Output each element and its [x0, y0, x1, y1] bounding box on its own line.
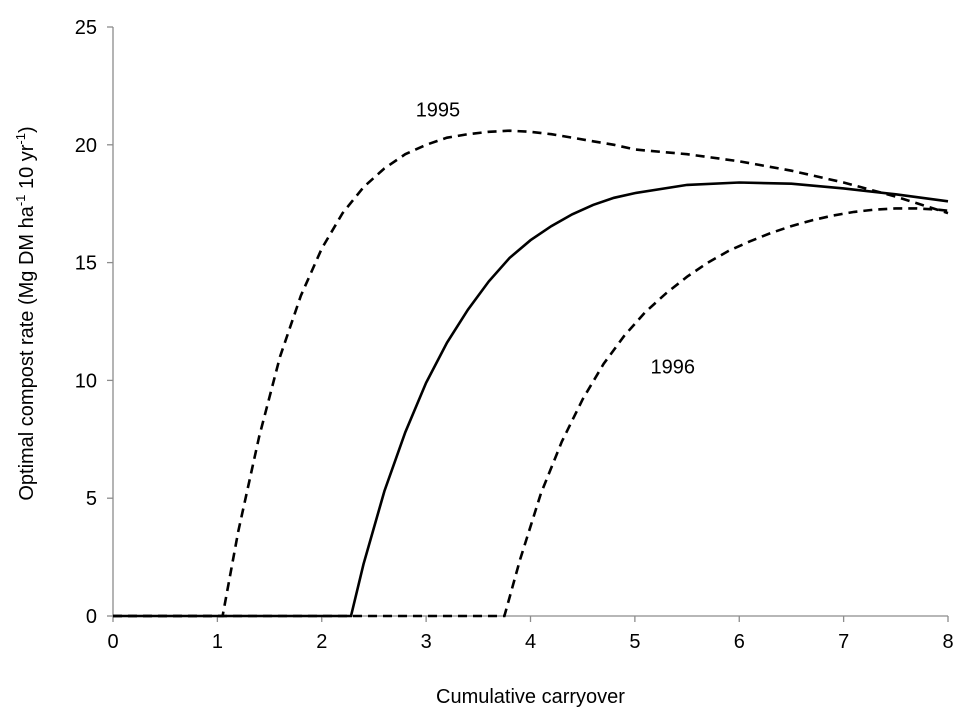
- y-axis-title-mid: 10 yr: [16, 144, 38, 194]
- y-ticks: 0 5 10 15 20 25: [75, 17, 113, 628]
- annotations: 1995 1996: [416, 100, 695, 379]
- x-tick-label: 8: [942, 631, 953, 653]
- x-axis-title: Cumulative carryover: [436, 686, 625, 708]
- y-tick-label: 0: [86, 606, 97, 628]
- series-group: [113, 129, 949, 618]
- y-axis-title-end: ): [16, 126, 38, 133]
- y-axis-title-main: Optimal compost rate (Mg DM ha: [16, 205, 38, 500]
- x-tick-label: 6: [734, 631, 745, 653]
- annotation-label: 1996: [651, 356, 696, 378]
- x-tick-label: 2: [316, 631, 327, 653]
- y-tick-label: 5: [86, 488, 97, 510]
- series-line-average: [113, 181, 949, 618]
- series-line-1995: [113, 129, 949, 618]
- annotation-label: 1995: [416, 100, 461, 122]
- x-tick-label: 4: [525, 631, 536, 653]
- y-tick-label: 15: [75, 253, 97, 275]
- y-axis-title: Optimal compost rate (Mg DM ha-1 10 yr-1…: [13, 126, 38, 500]
- x-tick-label: 3: [421, 631, 432, 653]
- y-tick-label: 20: [75, 135, 97, 157]
- y-tick-label: 10: [75, 370, 97, 392]
- y-axis-title-sup1: -1: [13, 195, 28, 207]
- x-ticks: 0 1 2 3 4 5 6 7 8: [107, 616, 954, 653]
- y-tick-label: 25: [75, 17, 97, 39]
- x-tick-label: 0: [107, 631, 118, 653]
- x-tick-label: 1: [212, 631, 223, 653]
- y-axis-title-sup2: -1: [13, 133, 28, 145]
- x-tick-label: 7: [838, 631, 849, 653]
- series-line-1996: [113, 207, 949, 618]
- x-tick-label: 5: [629, 631, 640, 653]
